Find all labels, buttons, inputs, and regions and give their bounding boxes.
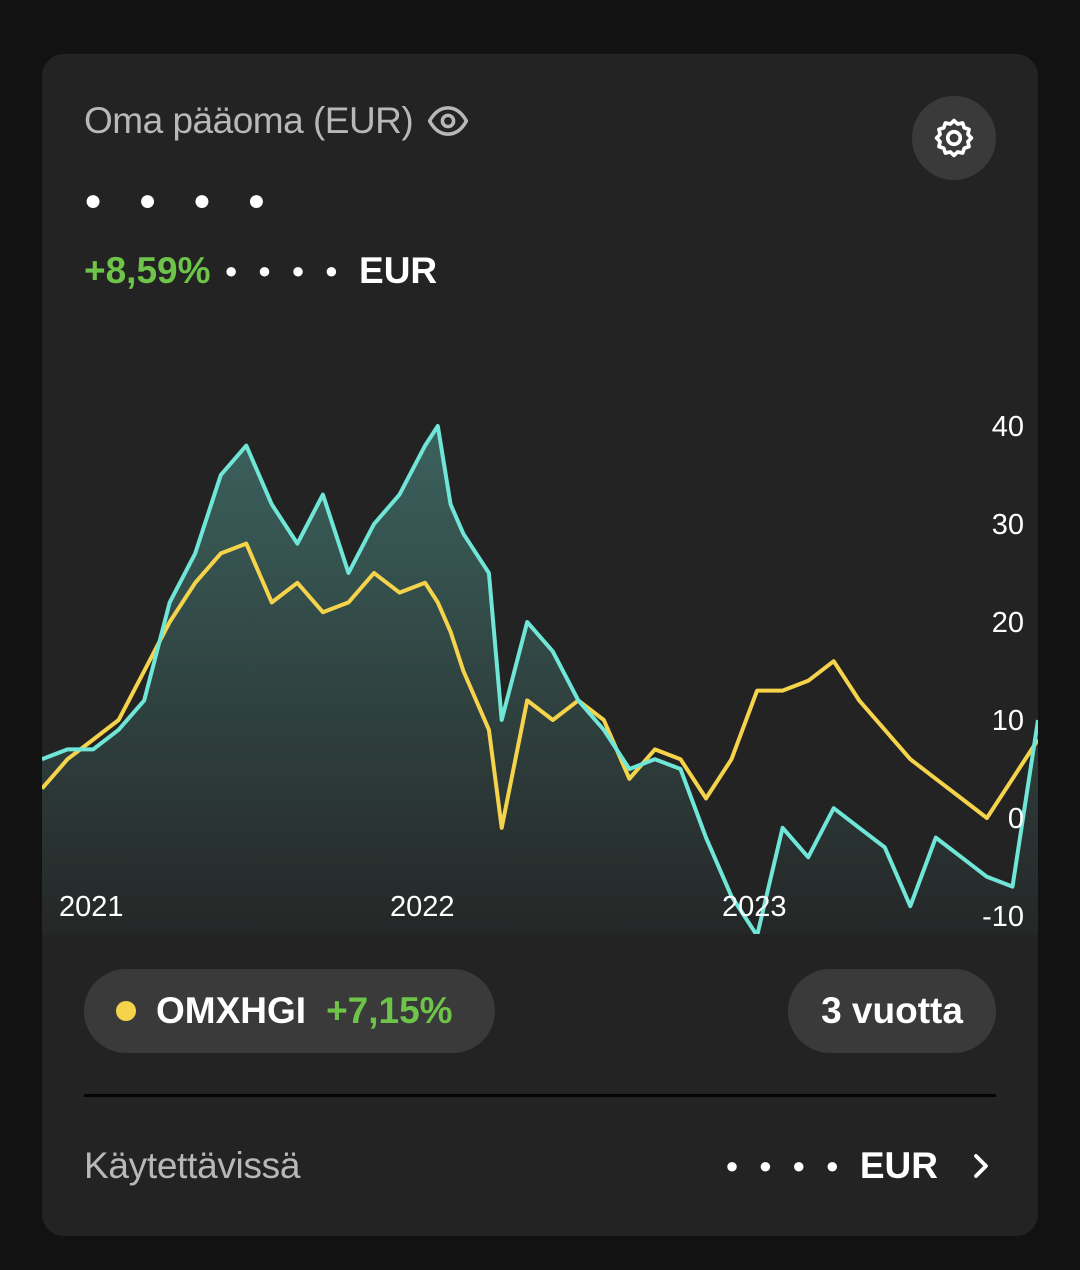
chevron-right-icon	[974, 1154, 988, 1178]
balance-masked: ● ● ● ●	[84, 184, 280, 217]
change-percent: +8,59%	[84, 250, 211, 291]
benchmark-change: +7,15%	[326, 990, 453, 1031]
performance-chart[interactable]: 40 30 20 10 0 -10 2021 2022 2023	[42, 354, 1038, 934]
benchmark-line	[42, 541, 1038, 830]
x-tick-label: 2023	[722, 891, 787, 923]
gear-icon	[934, 118, 974, 158]
y-tick-label: -10	[982, 901, 1024, 933]
x-tick-label: 2021	[59, 891, 124, 923]
available-label: Käytettävissä	[84, 1145, 301, 1186]
available-amount-masked: ● ● ● ●	[725, 1153, 846, 1178]
y-tick-label: 20	[992, 607, 1024, 639]
benchmark-color-dot	[116, 1001, 136, 1021]
change-amount-masked: ● ● ● ●	[224, 258, 346, 283]
y-axis-ticks: 40 30 20 10 0 -10	[982, 411, 1024, 933]
card-title: Oma pääoma (EUR)	[84, 100, 414, 141]
divider	[84, 1094, 996, 1097]
x-tick-label: 2022	[390, 891, 455, 923]
period-label: 3 vuotta	[821, 990, 963, 1031]
period-selector[interactable]: 3 vuotta	[788, 969, 996, 1053]
title-row: Oma pääoma (EUR)	[84, 100, 469, 142]
available-row[interactable]: Käytettävissä ● ● ● ● EUR	[84, 1129, 996, 1203]
available-value: ● ● ● ● EUR	[725, 1145, 996, 1187]
eye-icon[interactable]	[427, 100, 469, 142]
settings-button[interactable]	[912, 96, 996, 180]
benchmark-name: OMXHGI	[156, 990, 307, 1031]
y-tick-label: 10	[992, 705, 1024, 737]
benchmark-selector[interactable]: OMXHGI +7,15%	[84, 969, 495, 1053]
portfolio-line	[42, 424, 1038, 934]
y-tick-label: 30	[992, 509, 1024, 541]
y-tick-label: 40	[992, 411, 1024, 443]
x-axis-ticks: 2021 2022 2023	[59, 891, 787, 923]
equity-card: Oma pääoma (EUR) ● ● ● ● +8,59% ● ● ● ● …	[42, 54, 1038, 1236]
change-currency: EUR	[359, 250, 438, 291]
y-tick-label: 0	[1008, 803, 1024, 835]
change-row: +8,59% ● ● ● ● EUR	[84, 250, 437, 292]
available-currency: EUR	[859, 1145, 938, 1186]
portfolio-area	[42, 426, 1038, 934]
